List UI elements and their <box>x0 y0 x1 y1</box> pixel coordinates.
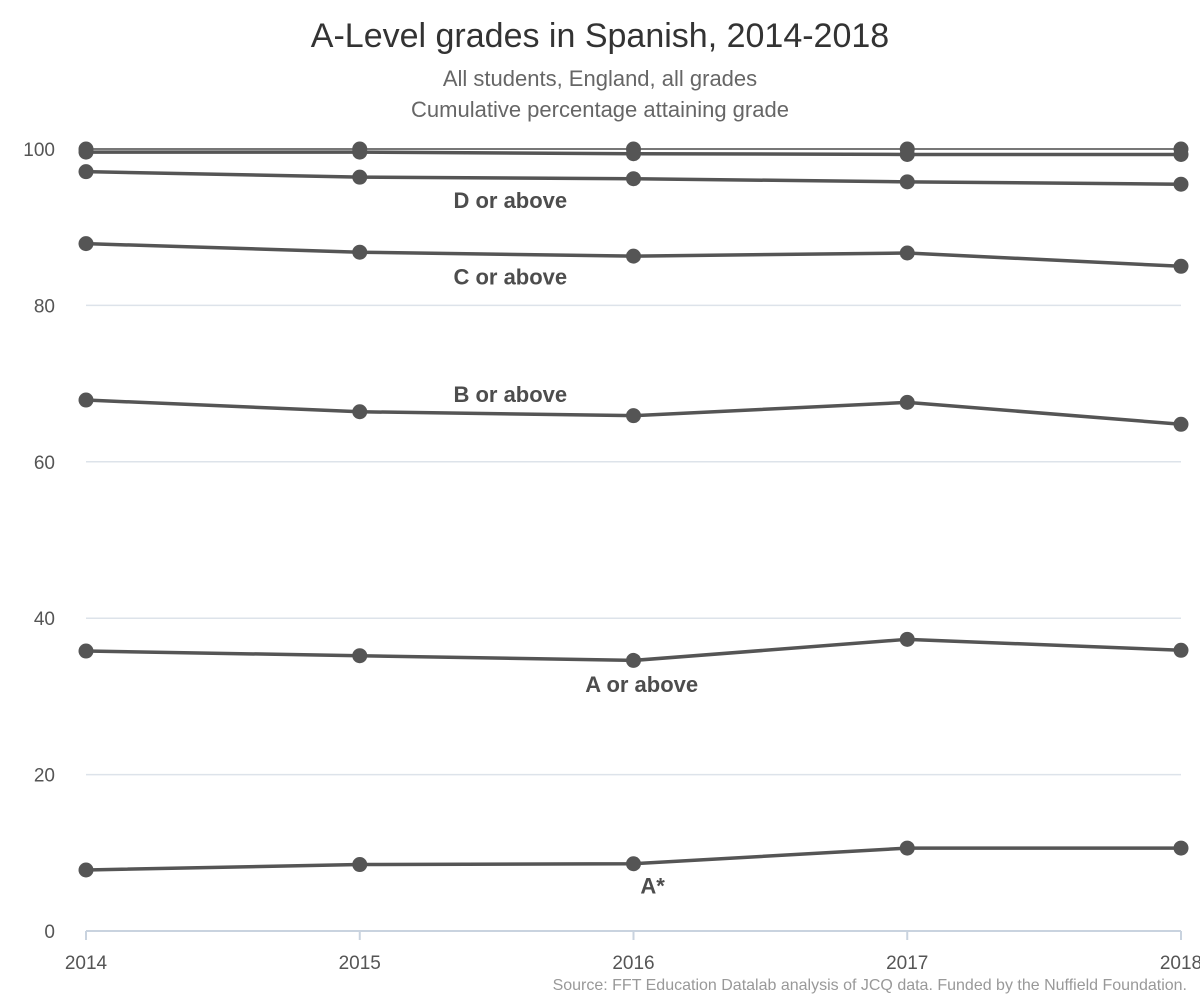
series-label: A* <box>640 874 665 899</box>
series-point <box>352 404 368 420</box>
series-point <box>626 652 641 668</box>
series-point <box>352 244 368 260</box>
series-point <box>899 245 915 261</box>
y-tick-label: 20 <box>34 766 55 787</box>
series-point <box>78 392 94 408</box>
y-axis-ticks: 0 20 40 60 80 100 <box>23 140 55 943</box>
series-point <box>78 862 94 878</box>
series-label: D or above <box>453 188 567 213</box>
series-label: C or above <box>453 264 567 289</box>
x-tick-label: 2014 <box>65 953 108 974</box>
series-point <box>626 248 641 264</box>
y-tick-label: 40 <box>34 609 55 630</box>
chart-subtitle-line-2: Cumulative percentage attaining grade <box>411 97 789 122</box>
series-point <box>626 856 641 872</box>
series-point <box>352 169 368 185</box>
series-point <box>1173 176 1189 192</box>
x-tick-label: 2016 <box>612 953 654 974</box>
y-tick-label: 80 <box>34 296 55 317</box>
y-tick-label: 60 <box>34 453 55 474</box>
series-point <box>626 146 641 162</box>
series-point <box>78 236 94 252</box>
series-point <box>352 857 368 873</box>
y-tick-label: 100 <box>23 140 55 161</box>
series-point <box>352 144 368 160</box>
chart-title: A-Level grades in Spanish, 2014-2018 <box>311 17 889 55</box>
source-note: Source: FFT Education Datalab analysis o… <box>553 977 1187 994</box>
series-point <box>899 174 915 190</box>
series-label: B or above <box>453 382 567 407</box>
y-tick-label: 0 <box>44 922 55 943</box>
series-point <box>1173 146 1189 162</box>
series-labels: D or above C or above B or above A or above… <box>453 188 698 899</box>
series-point <box>78 164 94 180</box>
series-point <box>899 146 915 162</box>
x-tick-label: 2018 <box>1160 953 1200 974</box>
series-point <box>1173 840 1189 856</box>
x-tick-label: 2015 <box>339 953 381 974</box>
series-point <box>1173 416 1189 432</box>
x-axis: 2014 2015 2016 2017 2018 <box>65 930 1200 974</box>
series-point <box>352 648 368 664</box>
series-point <box>626 408 641 424</box>
series-point <box>1173 642 1189 658</box>
series-point <box>899 631 915 647</box>
series-point <box>626 171 641 187</box>
series-point <box>899 840 915 856</box>
chart-subtitle-line-1: All students, England, all grades <box>443 66 757 91</box>
series-point <box>899 394 915 410</box>
series-point <box>78 144 94 160</box>
series-label: A or above <box>585 672 698 697</box>
x-tick-label: 2017 <box>886 953 928 974</box>
series-points <box>78 141 1189 878</box>
series-point <box>1173 258 1189 274</box>
series-point <box>78 643 94 659</box>
